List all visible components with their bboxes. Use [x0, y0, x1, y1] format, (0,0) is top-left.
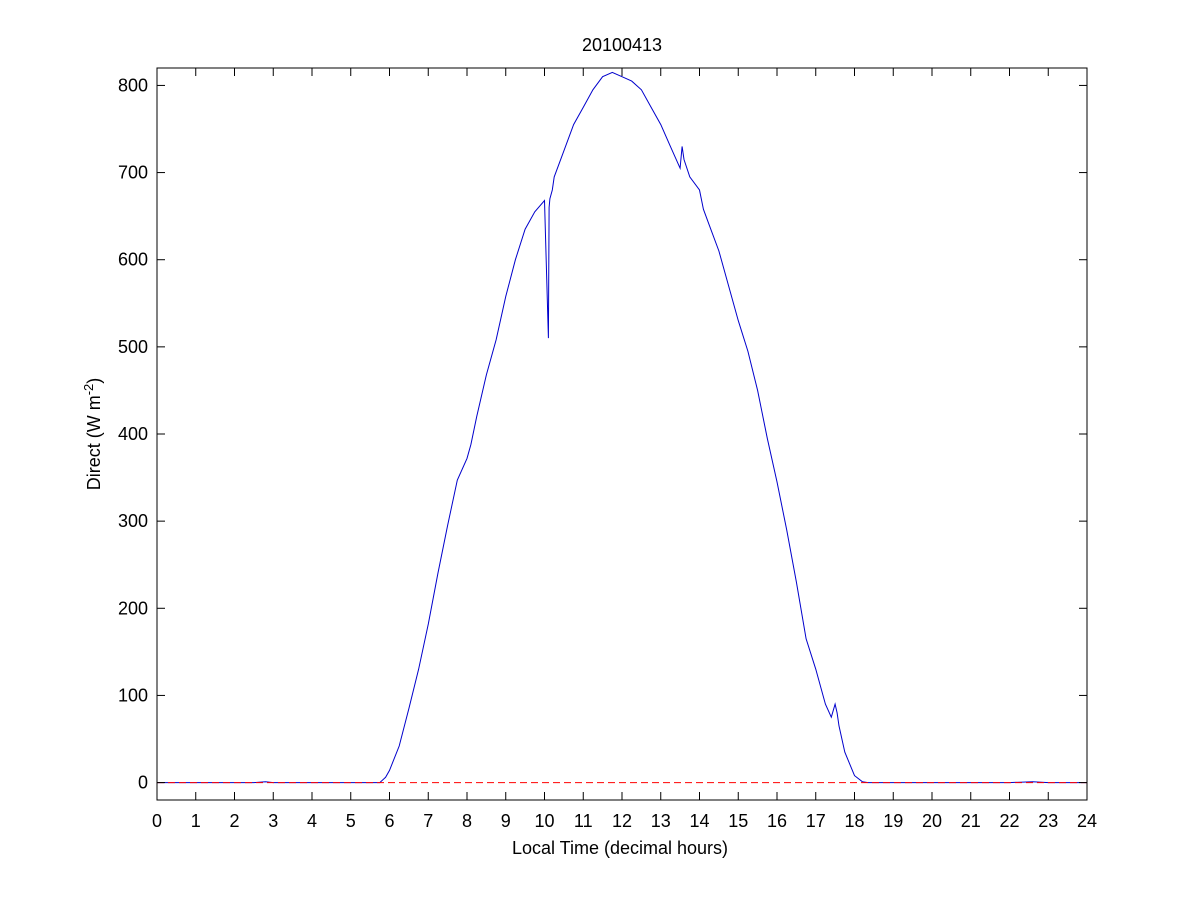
x-tick-label: 5 — [346, 811, 356, 831]
y-tick-label: 400 — [118, 424, 148, 444]
x-tick-label: 4 — [307, 811, 317, 831]
x-tick-label: 3 — [268, 811, 278, 831]
x-tick-label: 6 — [384, 811, 394, 831]
y-tick-label: 0 — [138, 773, 148, 793]
y-tick-label: 800 — [118, 75, 148, 95]
x-tick-label: 17 — [806, 811, 826, 831]
x-tick-label: 18 — [844, 811, 864, 831]
series-line-0 — [157, 71, 1087, 784]
y-axis-label-superscript: -2 — [81, 384, 96, 396]
y-tick-label: 300 — [118, 511, 148, 531]
y-tick-label: 600 — [118, 250, 148, 270]
x-tick-label: 21 — [961, 811, 981, 831]
y-axis-label: Direct (W m-2) — [81, 378, 104, 491]
x-tick-label: 7 — [423, 811, 433, 831]
x-tick-label: 11 — [574, 811, 593, 831]
y-axis: 0 100 200 300 400 500 600 700 800 — [118, 75, 1087, 793]
x-tick-label: 0 — [152, 811, 162, 831]
x-tick-label: 23 — [1038, 811, 1058, 831]
y-axis-label-main: Direct (W m — [84, 395, 104, 490]
y-tick-label: 700 — [118, 163, 148, 183]
plot-lines — [157, 71, 1087, 784]
x-tick-label: 19 — [883, 811, 903, 831]
x-tick-label: 12 — [612, 811, 632, 831]
x-tick-label: 1 — [191, 811, 201, 831]
x-tick-label: 10 — [534, 811, 554, 831]
chart-title: 20100413 — [582, 35, 662, 55]
x-tick-label: 20 — [922, 811, 942, 831]
x-axis-label: Local Time (decimal hours) — [512, 838, 728, 858]
x-axis: 0 1 2 3 4 5 6 7 8 9 10 11 12 13 14 15 16 17 18 19 20 21 22 23 24 — [152, 68, 1097, 831]
y-axis-label-end: ) — [84, 378, 104, 384]
x-tick-label: 15 — [728, 811, 748, 831]
x-tick-label: 16 — [767, 811, 787, 831]
y-tick-label: 200 — [118, 598, 148, 618]
x-tick-label: 8 — [462, 811, 472, 831]
x-tick-label: 14 — [689, 811, 709, 831]
y-tick-label: 100 — [118, 685, 148, 705]
y-tick-label: 500 — [118, 337, 148, 357]
x-tick-label: 9 — [501, 811, 511, 831]
x-tick-label: 22 — [999, 811, 1019, 831]
x-tick-label: 2 — [229, 811, 239, 831]
x-tick-label: 24 — [1077, 811, 1097, 831]
x-tick-label: 13 — [651, 811, 671, 831]
